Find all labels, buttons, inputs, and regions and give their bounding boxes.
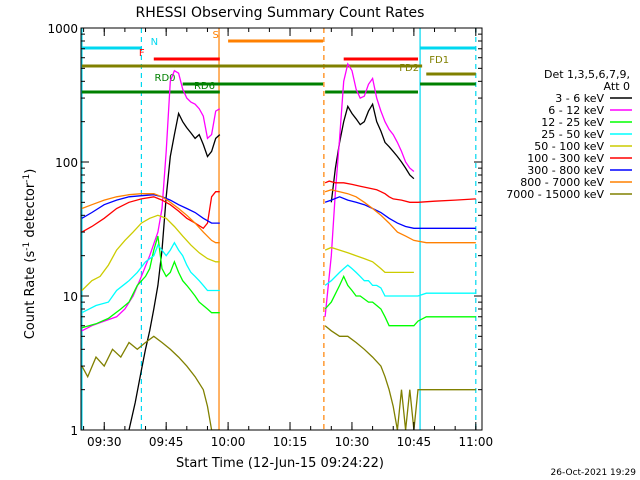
- flag-label-rd0: RD0: [155, 73, 176, 84]
- series-line-4-segment-0: [81, 214, 220, 291]
- y-axis-label-sup1: -1: [22, 242, 32, 251]
- timestamp: 26-Oct-2021 19:29: [551, 468, 637, 478]
- x-tick-label-6: 11:00: [459, 435, 494, 449]
- y-axis-label-main: Count Rate (s: [23, 251, 38, 340]
- series-line-7-segment-1: [324, 189, 476, 244]
- legend-entry-7: 800 - 7000 keV: [520, 176, 604, 189]
- legend-entry-5: 100 - 300 keV: [527, 152, 604, 165]
- series-line-0-segment-1: [330, 102, 415, 203]
- series-line-2-segment-1: [324, 274, 476, 327]
- series-line-5-segment-0: [81, 191, 220, 233]
- y-axis-label-tail: detector: [23, 182, 38, 242]
- x-tick-label-5: 10:45: [397, 435, 432, 449]
- plot-area: NF S FD1 FD2 RD0 RD6: [81, 28, 477, 430]
- chart-title: RHESSI Observing Summary Count Rates: [136, 5, 425, 21]
- y-axis-label-sup2: -1: [22, 174, 32, 183]
- legend-entry-0: 3 - 6 keV: [555, 92, 604, 105]
- y-tick-label-3: 1000: [47, 22, 78, 36]
- legend-entry-6: 300 - 800 keV: [527, 164, 604, 177]
- y-axis-label: Count Rate (s-1 detector-1): [22, 169, 38, 340]
- y-axis-label-end: ): [23, 169, 38, 174]
- flag-label-rd6: RD6: [194, 81, 215, 92]
- y-tick-label-0: 1: [70, 424, 78, 438]
- legend-entry-2: 12 - 25 keV: [541, 116, 604, 129]
- legend-header-1: Att 0: [604, 80, 630, 93]
- plot-content: NF S FD1 FD2 RD0 RD6: [81, 28, 477, 430]
- series-line-3-segment-1: [324, 264, 476, 297]
- y-tick-label-1: 10: [63, 290, 78, 304]
- legend-header-0: Det 1,3,5,6,7,9,: [544, 68, 630, 81]
- flag-label-n: N: [151, 37, 158, 48]
- axes: 09:30 09:45 10:00 10:15 10:30 10:45 11:00 1 10 10…: [47, 22, 493, 449]
- series-line-6-segment-1: [324, 196, 476, 229]
- flag-label-fd2: FD2: [399, 63, 419, 74]
- x-axis-label: Start Time (12-Jun-15 09:24:22): [176, 456, 384, 471]
- series-line-4-segment-1: [324, 246, 414, 274]
- series-line-8-segment-0: [81, 335, 220, 430]
- series-line-1-segment-0: [81, 69, 221, 332]
- series-line-6-segment-0: [81, 194, 220, 224]
- x-tick-label-1: 09:45: [149, 435, 184, 449]
- legend-entry-8: 7000 - 15000 keV: [506, 188, 604, 201]
- legend-entry-3: 25 - 50 keV: [541, 128, 604, 141]
- series-line-5-segment-1: [324, 180, 476, 203]
- y-tick-label-2: 100: [55, 156, 78, 170]
- x-tick-label-0: 09:30: [87, 435, 122, 449]
- series-line-8-segment-1: [324, 325, 476, 430]
- x-tick-label-4: 10:30: [335, 435, 370, 449]
- legend-entry-1: 6 - 12 keV: [548, 104, 604, 117]
- series-line-0-segment-0: [128, 111, 221, 430]
- x-tick-label-2: 10:00: [211, 435, 246, 449]
- series-line-1-segment-1: [324, 62, 415, 317]
- x-tick-label-3: 10:15: [273, 435, 308, 449]
- flag-label-fd1: FD1: [429, 55, 449, 66]
- series-line-2-segment-0: [81, 235, 220, 329]
- series-line-3-segment-0: [81, 241, 220, 314]
- plot-frame: [80, 27, 483, 431]
- series-line-7-segment-0: [81, 193, 220, 244]
- flag-label-f: F: [139, 48, 145, 59]
- legend-entry-4: 50 - 100 keV: [534, 140, 604, 153]
- flag-label-s: S: [213, 30, 219, 41]
